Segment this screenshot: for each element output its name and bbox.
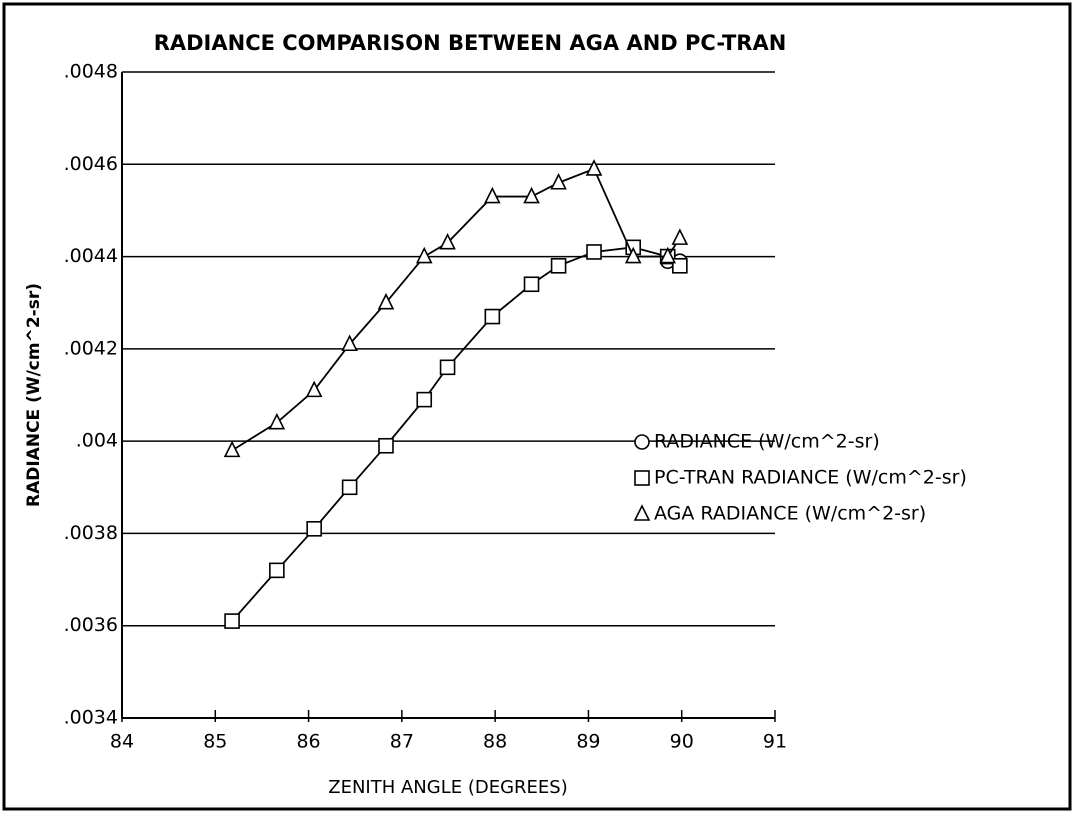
legend-label: PC-TRAN RADIANCE (W/cm^2-sr)	[654, 467, 967, 489]
y-axis-title: RADIANCE (W/cm^2-sr)	[24, 283, 44, 507]
marker	[550, 257, 567, 274]
y-tick-label: .0036	[64, 614, 118, 636]
marker	[550, 172, 567, 190]
marker	[306, 521, 322, 537]
y-tick-label: .004	[76, 430, 118, 452]
marker	[439, 232, 456, 250]
x-tick-label: 89	[576, 731, 600, 753]
x-tick-label: 84	[110, 731, 134, 753]
marker	[268, 412, 286, 430]
series-line	[231, 167, 681, 452]
x-axis-title: ZENITH ANGLE (DEGREES)	[328, 777, 567, 798]
x-tick-label: 88	[483, 731, 507, 753]
x-tick-label: 87	[390, 731, 414, 753]
marker	[624, 246, 642, 264]
legend-marker	[634, 434, 650, 450]
legend-label: RADIANCE (W/cm^2-sr)	[654, 431, 880, 453]
marker	[671, 228, 689, 245]
y-tick-label: .0042	[64, 337, 118, 359]
x-tick-label: 90	[670, 731, 694, 753]
legend-marker	[634, 470, 650, 486]
x-tick-label: 86	[296, 731, 320, 753]
marker	[523, 276, 540, 293]
y-tick-label: .0034	[64, 707, 118, 729]
series-line	[231, 246, 681, 622]
marker	[586, 244, 602, 260]
y-tick-label: .0044	[64, 245, 118, 267]
marker	[416, 391, 433, 408]
marker	[672, 257, 688, 274]
marker	[341, 334, 358, 352]
marker	[659, 246, 677, 264]
marker	[439, 359, 456, 376]
y-tick-label: .0038	[64, 522, 118, 544]
marker	[223, 440, 241, 458]
legend-marker	[633, 504, 651, 521]
legend-label: AGA RADIANCE (W/cm^2-sr)	[654, 503, 926, 525]
x-tick-label: 91	[763, 731, 787, 753]
y-tick-label: .0046	[64, 153, 118, 175]
marker	[269, 562, 285, 579]
x-tick-label: 85	[203, 731, 227, 753]
marker	[523, 186, 540, 204]
marker	[415, 246, 433, 264]
marker	[484, 308, 501, 325]
marker	[377, 292, 395, 310]
marker	[585, 159, 603, 176]
chart-title: RADIANCE COMPARISON BETWEEN AGA AND PC-T…	[154, 31, 787, 55]
y-tick-label: .0048	[64, 61, 118, 83]
marker	[224, 613, 240, 629]
marker	[378, 437, 394, 454]
marker	[341, 479, 358, 496]
marker	[305, 380, 323, 398]
marker	[484, 186, 501, 204]
